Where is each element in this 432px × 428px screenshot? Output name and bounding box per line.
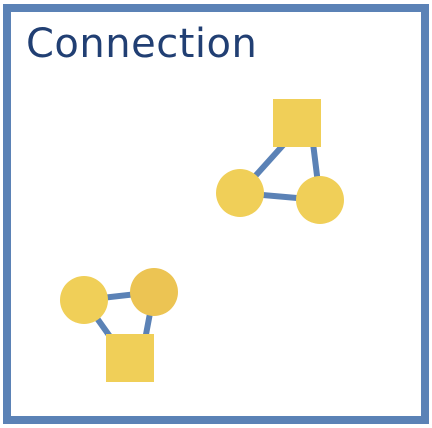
square-node — [106, 334, 154, 382]
square-node — [273, 99, 321, 147]
card-frame — [3, 4, 429, 424]
circle-node-right — [296, 176, 344, 224]
lower-left-group — [60, 268, 178, 382]
circle-node-left — [216, 169, 264, 217]
circle-node-left — [60, 276, 108, 324]
circle-node-right — [130, 268, 178, 316]
upper-right-group — [216, 99, 344, 224]
card-title: Connection — [26, 21, 258, 67]
